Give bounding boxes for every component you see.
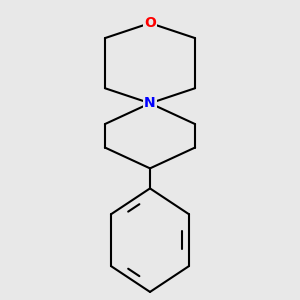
Text: N: N: [144, 96, 156, 110]
Text: O: O: [144, 16, 156, 30]
